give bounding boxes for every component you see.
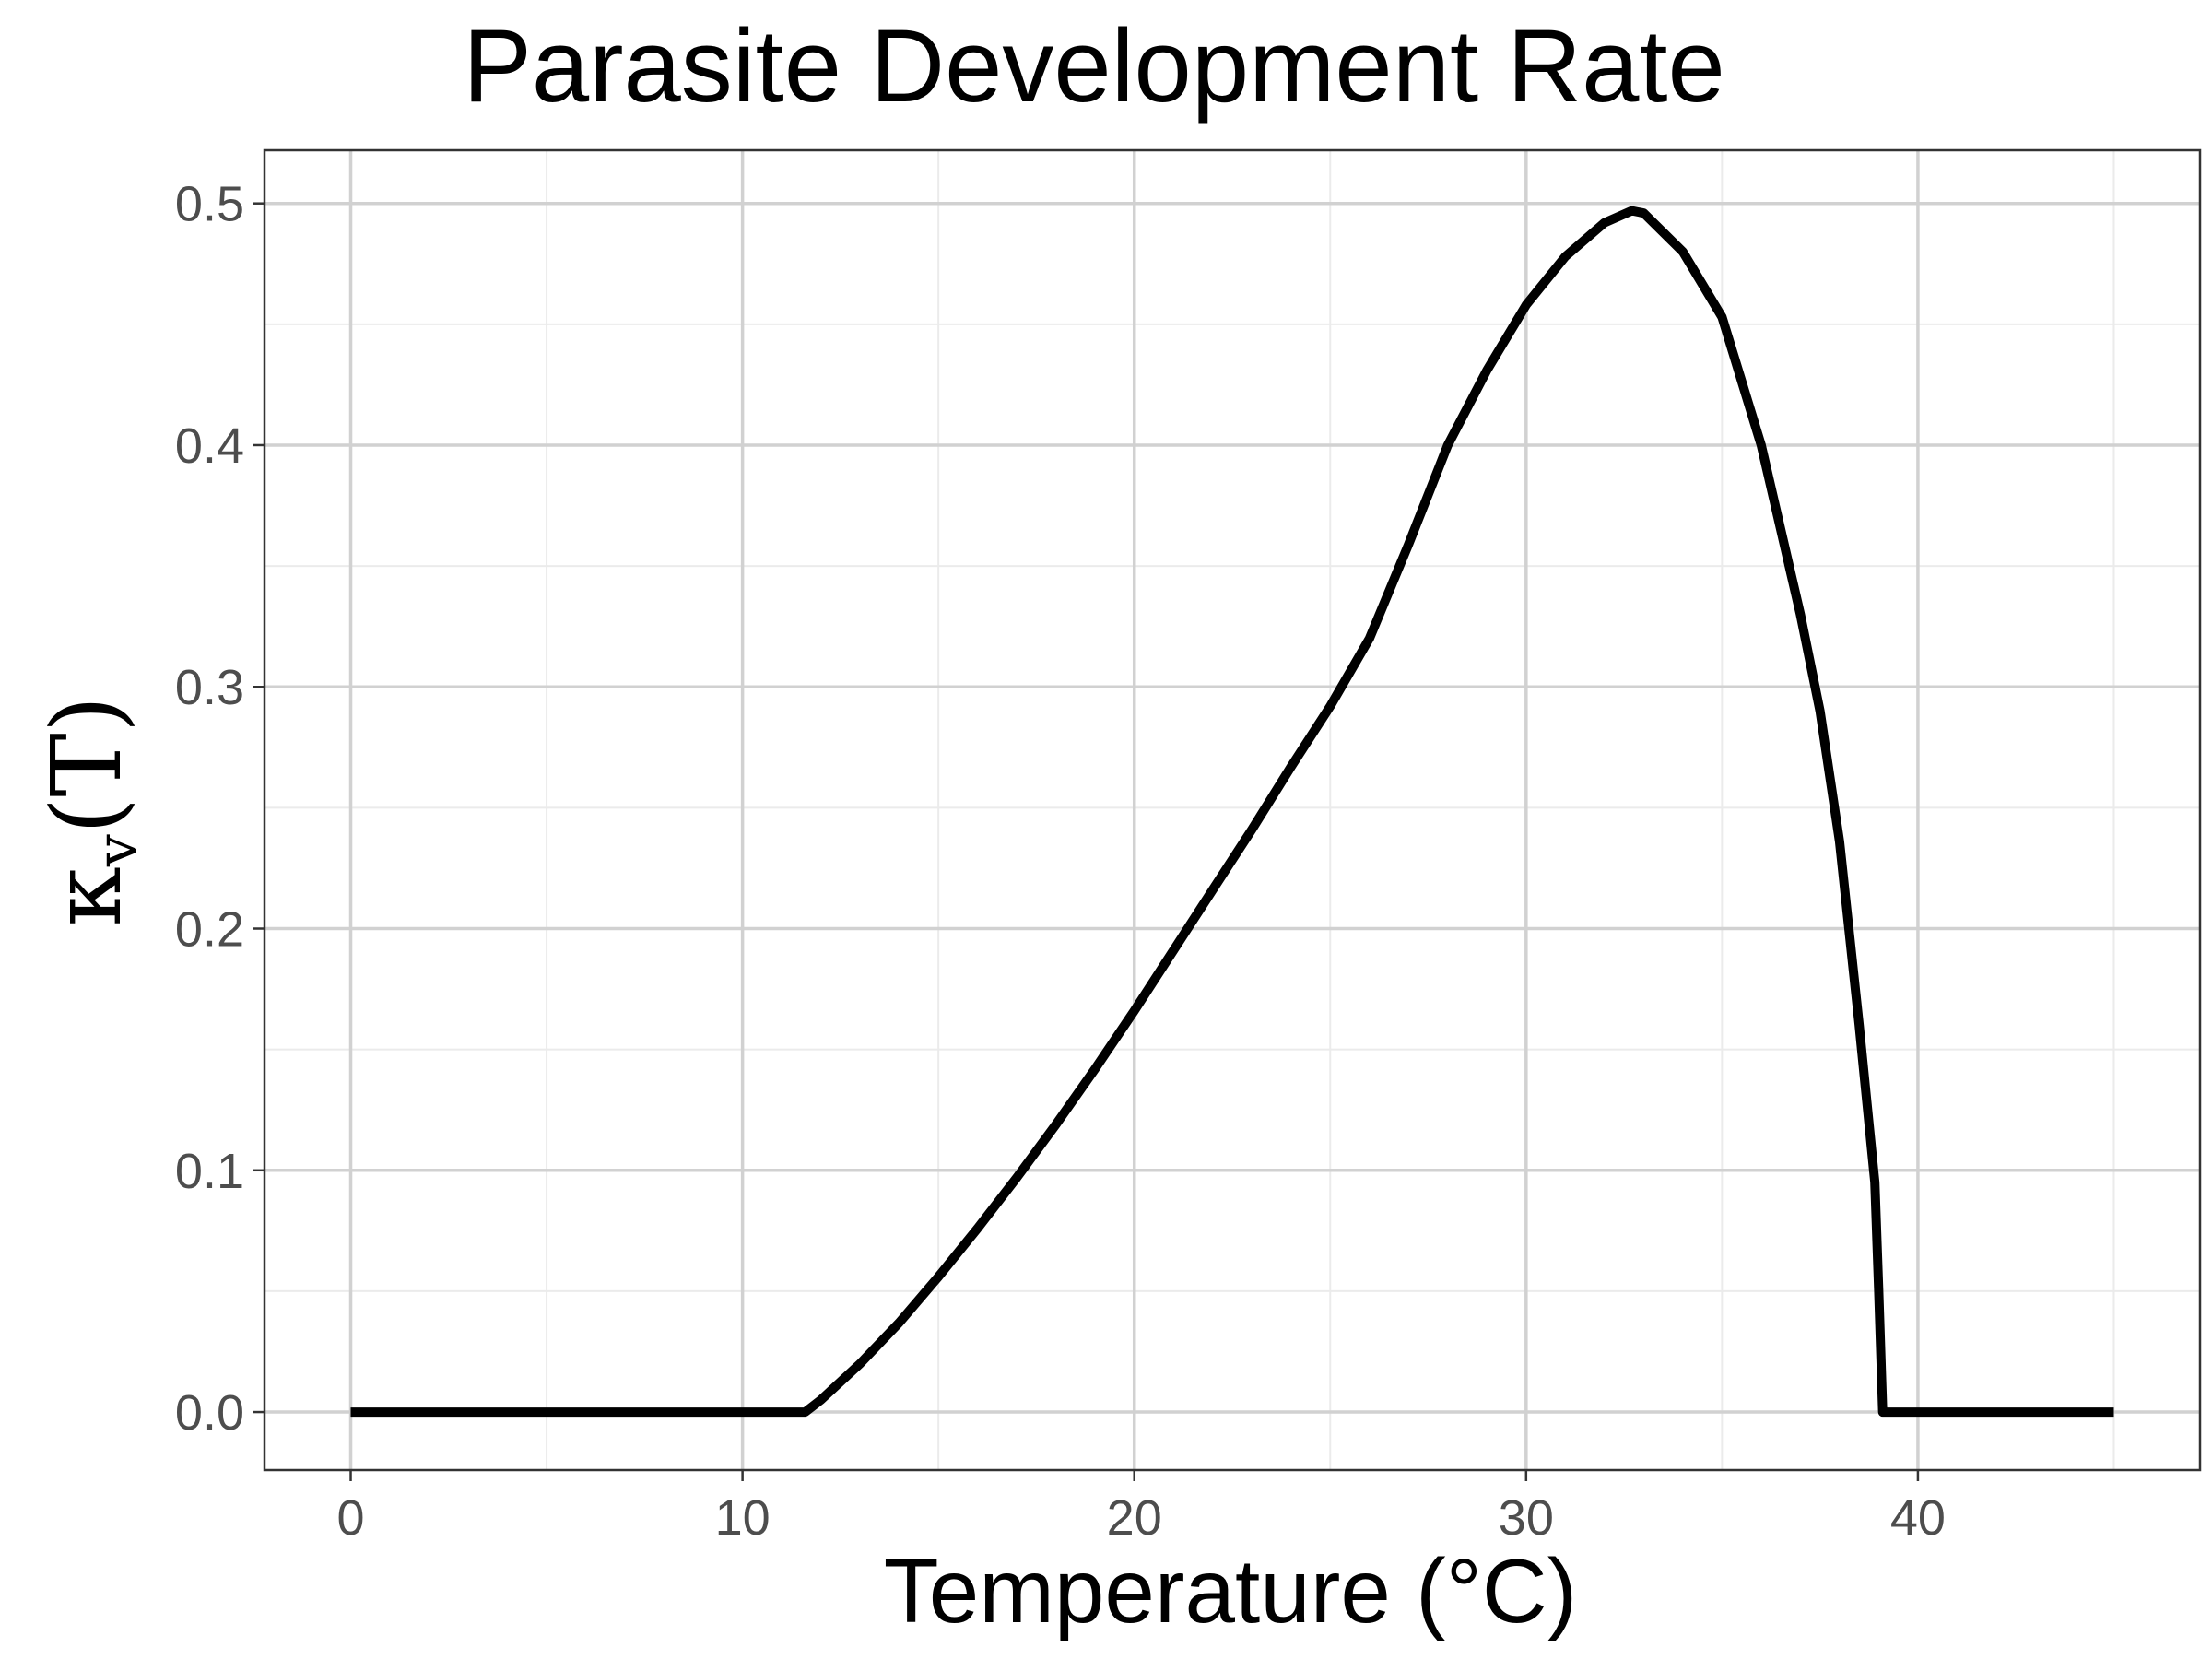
y-axis-label: κv(T) bbox=[30, 696, 150, 927]
plot-panel bbox=[265, 150, 2200, 1470]
x-tick-label: 10 bbox=[715, 1490, 771, 1546]
y-tick-label: 0.5 bbox=[175, 177, 244, 232]
y-axis-label-subscript: v bbox=[83, 834, 150, 867]
x-axis-label: Temperature (°C) bbox=[884, 1540, 1578, 1641]
y-tick-label: 0.4 bbox=[175, 418, 244, 474]
plot-border bbox=[263, 148, 2202, 1472]
plot-area: 0 10 20 30 40 0.0 0.1 0.2 0.3 0.4 0.5 bbox=[175, 148, 2202, 1546]
x-tick-label: 0 bbox=[336, 1490, 364, 1546]
x-axis: 0 10 20 30 40 bbox=[336, 1470, 1946, 1546]
chart-title: Parasite Development Rate bbox=[463, 8, 1725, 124]
y-axis-label-argument: (T) bbox=[30, 696, 143, 835]
minor-gridlines bbox=[265, 150, 2200, 1470]
y-axis-label-symbol: κ bbox=[30, 866, 143, 926]
y-tick-label: 0.2 bbox=[175, 902, 244, 958]
y-tick-label: 0.0 bbox=[175, 1385, 244, 1441]
series-line bbox=[350, 206, 2114, 1418]
x-tick-label: 20 bbox=[1107, 1490, 1162, 1546]
y-tick-label: 0.3 bbox=[175, 660, 244, 715]
y-tick-label: 0.1 bbox=[175, 1144, 244, 1199]
x-tick-label: 40 bbox=[1890, 1490, 1946, 1546]
x-tick-label: 30 bbox=[1499, 1490, 1554, 1546]
y-axis: 0.0 0.1 0.2 0.3 0.4 0.5 bbox=[175, 177, 265, 1441]
